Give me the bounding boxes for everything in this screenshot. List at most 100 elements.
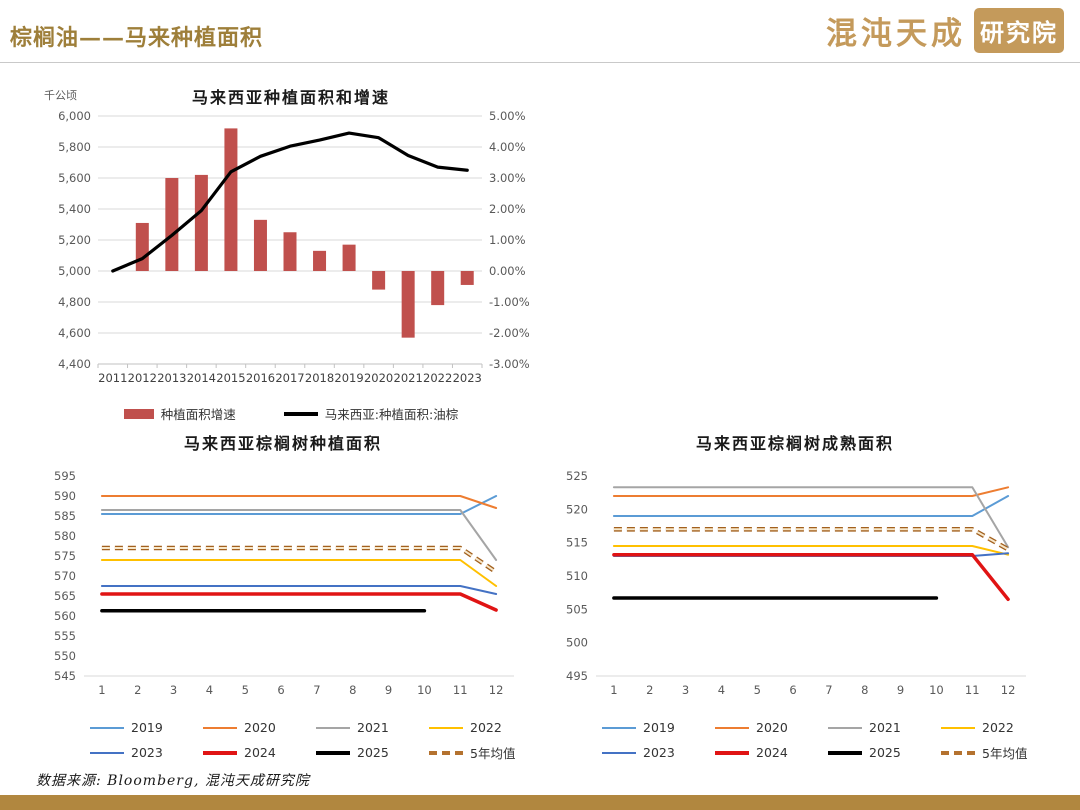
axis-tick-label: 580 [54, 529, 76, 543]
area-growth-plot: 6,000 5.00% 5,800 4.00% 5,600 3.00% 5,400 2.00%… [38, 106, 544, 402]
series-line-2021 [100, 509, 498, 561]
legend-swatch-2019 [602, 726, 636, 729]
axis-tick-label: 12 [489, 683, 504, 697]
legend-label: 2022 [982, 720, 1014, 735]
series-line-2023 [100, 585, 498, 595]
legend-swatch-2025 [316, 750, 350, 755]
growth-bar [460, 271, 474, 285]
axis-tick-label: 515 [566, 536, 588, 550]
axis-tick-label: 3.00% [489, 171, 526, 185]
axis-tick-label: -1.00% [489, 295, 530, 309]
legend-item-5年均值: 5年均值 [941, 743, 1054, 762]
axis-tick-label: 6 [789, 683, 796, 697]
growth-bar [224, 128, 238, 271]
legend-label: 2020 [756, 720, 788, 735]
planting-area-plot: 595 590 585 580 575 570 565 560 555 550 545 1 2 3 4 5 6 7… [36, 454, 530, 710]
legend-item-2025: 2025 [316, 743, 429, 762]
axis-tick-label: 4,800 [58, 295, 91, 309]
axis-tick-label: 8 [861, 683, 868, 697]
growth-bar [194, 174, 208, 271]
axis-tick-label: 520 [566, 502, 588, 516]
legend-item-2022: 2022 [941, 720, 1054, 735]
series-line-2022 [100, 559, 498, 587]
axis-tick-label: -2.00% [489, 326, 530, 340]
chart-planting-area: 马来西亚棕榈树种植面积 595 590 585 580 575 570 565 560 555 5… [36, 430, 530, 762]
axis-tick-label: 10 [929, 683, 944, 697]
axis-tick-label: 505 [566, 602, 588, 616]
axis-tick-label: 2014 [187, 371, 216, 385]
axis-tick-label: 4.00% [489, 140, 526, 154]
chart-header: 千公顷 马来西亚种植面积和增速 [38, 84, 544, 107]
legend-swatch-2021 [828, 726, 862, 729]
legend-label: 2019 [131, 720, 163, 735]
series-line-2019 [100, 495, 498, 515]
legend-item-2023: 2023 [90, 743, 203, 762]
legend-item-2025: 2025 [828, 743, 941, 762]
legend-swatch-2022 [941, 726, 975, 729]
legend-label: 2024 [756, 745, 788, 760]
series-line-fill-5年均值 [613, 528, 1009, 551]
growth-bar [431, 271, 445, 306]
axis-tick-label: 5 [242, 683, 249, 697]
series-line-2019 [612, 495, 1010, 517]
series-line-2020 [612, 486, 1010, 497]
axis-tick-label: 4,400 [58, 357, 91, 371]
legend-swatch-2023 [90, 751, 124, 754]
legend-swatch-2024 [203, 750, 237, 755]
legend-item-种植面积增速: 种植面积增速 [123, 404, 236, 423]
legend-swatch-2021 [316, 726, 350, 729]
legend-label: 2024 [244, 745, 276, 760]
axis-tick-label: 3 [682, 683, 689, 697]
axis-tick-label: 570 [54, 569, 76, 583]
axis-tick-label: 2012 [128, 371, 157, 385]
planted-area-line [111, 131, 469, 273]
axis-tick-label: 1 [610, 683, 617, 697]
legend-label: 5年均值 [982, 746, 1028, 761]
series-line-2021 [612, 486, 1010, 549]
axis-tick-label: 5,200 [58, 233, 91, 247]
legend-item-2023: 2023 [602, 743, 715, 762]
axis-tick-label: 2 [646, 683, 653, 697]
axis-tick-label: 4,600 [58, 326, 91, 340]
axis-tick-label: 9 [897, 683, 904, 697]
axis-tick-label: 5.00% [489, 109, 526, 123]
legend-swatch-2022 [429, 726, 463, 729]
axis-tick-label: 2.00% [489, 202, 526, 216]
axis-tick-label: 2013 [157, 371, 186, 385]
axis-tick-label: 5 [754, 683, 761, 697]
chart-title: 马来西亚棕榈树种植面积 [183, 434, 382, 453]
legend-label: 马来西亚:种植面积:油棕 [324, 407, 459, 422]
axis-tick-label: 10 [417, 683, 432, 697]
series-line-fill-5年均值 [101, 547, 497, 573]
axis-tick-label: 8 [349, 683, 356, 697]
axis-tick-label: 2011 [98, 371, 127, 385]
series-line-2024 [612, 552, 1010, 602]
series-line-2020 [100, 495, 498, 509]
axis-tick-label: 4 [206, 683, 213, 697]
axis-tick-label: 5,600 [58, 171, 91, 185]
legend-swatch-2024 [715, 750, 749, 755]
axis-tick-label: 7 [825, 683, 832, 697]
chart-area-and-growth: 千公顷 马来西亚种植面积和增速 6,000 5.00% 5,800 4.00% 5,60… [38, 84, 544, 423]
axis-tick-label: 9 [385, 683, 392, 697]
legend-swatch-种植面积增速 [123, 408, 154, 419]
planting-area-legend: 2019 2020 2021 2022 2023 2024 2025 5年均值 [90, 720, 530, 762]
legend-swatch-2025 [828, 750, 862, 755]
mature-area-plot: 525 520 515 510 505 500 495 1 2 3 4 5 6 7 8 9 10 11 12 [548, 454, 1042, 710]
axis-tick-label: 1 [98, 683, 105, 697]
legend-item-2024: 2024 [203, 743, 316, 762]
axis-tick-label: 11 [453, 683, 468, 697]
growth-bar [165, 178, 179, 271]
axis-tick-label: 2016 [246, 371, 275, 385]
area-growth-legend: 种植面积增速 马来西亚:种植面积:油棕 [38, 404, 544, 423]
axis-tick-label: -3.00% [489, 357, 530, 371]
legend-label: 2021 [357, 720, 389, 735]
legend-label: 2020 [244, 720, 276, 735]
legend-label: 2022 [470, 720, 502, 735]
axis-tick-label: 7 [313, 683, 320, 697]
growth-bar [313, 250, 327, 271]
legend-item-2020: 2020 [715, 720, 828, 735]
brand-logo-badge: 研究院 [974, 8, 1064, 53]
